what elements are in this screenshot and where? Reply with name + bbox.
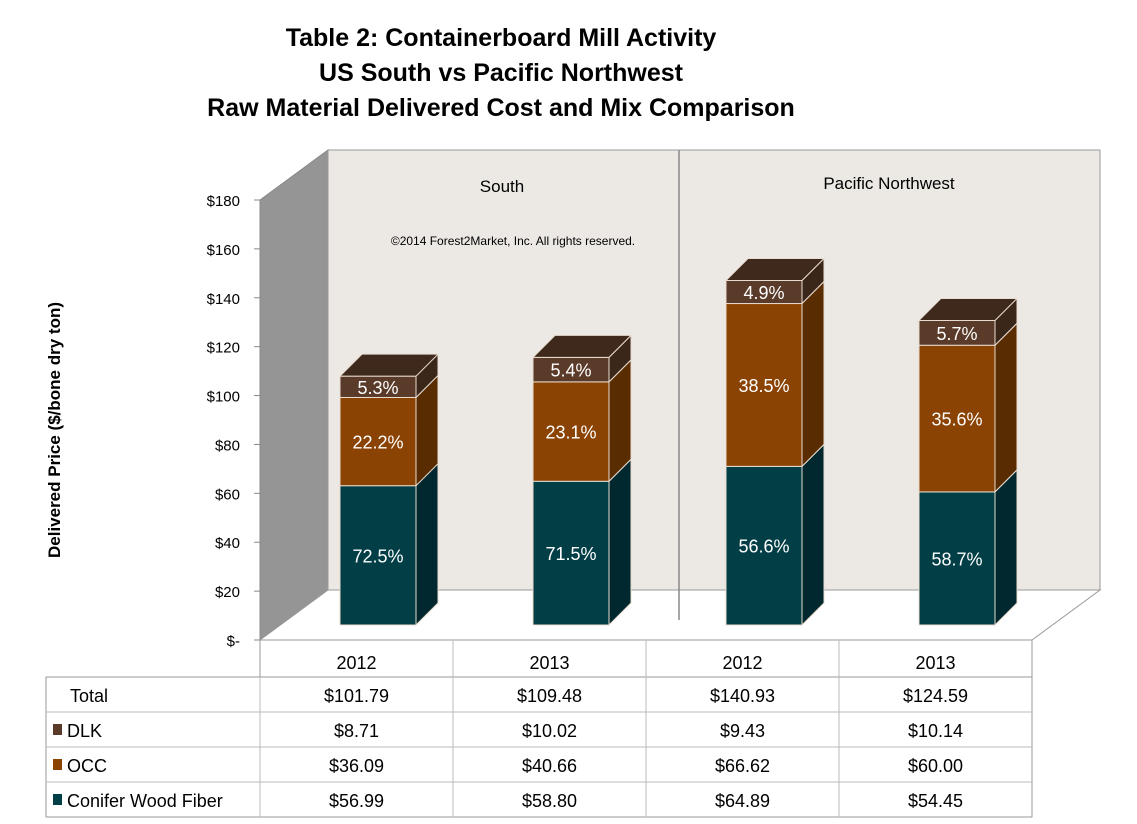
x-category-label: 2012 xyxy=(336,653,376,673)
y-tick-label: $- xyxy=(227,633,240,650)
legend-swatch xyxy=(53,759,62,770)
data-label: 71.5% xyxy=(545,544,596,564)
bar-top xyxy=(917,297,1019,321)
data-label: 35.6% xyxy=(931,410,982,430)
y-axis-label: Delivered Price ($/bone dry ton) xyxy=(45,302,64,559)
bar-segment-conifer-wood-fiber xyxy=(339,485,417,626)
bar-top xyxy=(724,257,826,281)
group-label-south: South xyxy=(480,177,524,196)
y-tick-label: $160 xyxy=(207,242,240,259)
table-cell: $36.09 xyxy=(329,756,384,776)
bar-segment-occ xyxy=(339,396,417,487)
table-cell: $64.89 xyxy=(715,791,770,811)
table-cell: $40.66 xyxy=(522,756,577,776)
x-category-label: 2013 xyxy=(529,653,569,673)
table-cell: $56.99 xyxy=(329,791,384,811)
bar-top xyxy=(338,353,440,377)
y-tick-label: $140 xyxy=(207,291,240,308)
table-cell: $9.43 xyxy=(720,721,765,741)
table-cell: $8.71 xyxy=(334,721,379,741)
table-cell: $109.48 xyxy=(517,686,582,706)
data-label: 58.7% xyxy=(931,549,982,569)
table-row-label: Total xyxy=(70,686,108,706)
table-cell: $58.80 xyxy=(522,791,577,811)
data-label: 23.1% xyxy=(545,423,596,443)
y-tick-label: $120 xyxy=(207,340,240,357)
chart-title-line-3: Raw Material Delivered Cost and Mix Comp… xyxy=(207,94,795,122)
y-tick-label: $40 xyxy=(215,535,240,552)
legend-label: Conifer Wood Fiber xyxy=(67,791,223,811)
bar-side-conifer-wood-fiber xyxy=(608,458,632,627)
y-tick-label: $180 xyxy=(207,193,240,210)
x-category-label: 2012 xyxy=(722,653,762,673)
data-label: 5.4% xyxy=(550,361,591,381)
y-tick-label: $60 xyxy=(215,486,240,503)
data-label: 5.3% xyxy=(357,378,398,398)
bar-side-conifer-wood-fiber xyxy=(994,468,1018,627)
bar-segment-conifer-wood-fiber xyxy=(918,491,996,626)
legend-swatch xyxy=(53,724,62,735)
x-category-label: 2013 xyxy=(915,653,955,673)
legend-label: DLK xyxy=(67,721,102,741)
legend-swatch xyxy=(53,794,62,805)
chart-title-line-1: Table 2: Containerboard Mill Activity xyxy=(285,24,717,52)
table-cell: $10.14 xyxy=(908,721,963,741)
bar-segment-occ xyxy=(725,303,803,467)
bar-segment-dlk xyxy=(918,319,996,346)
group-label-pacific-northwest: Pacific Northwest xyxy=(823,174,955,193)
data-label: 4.9% xyxy=(743,283,784,303)
data-label: 5.7% xyxy=(936,324,977,344)
data-label: 22.2% xyxy=(352,433,403,453)
chart-title-line-2: US South vs Pacific Northwest xyxy=(319,59,683,87)
bar-side-occ xyxy=(801,280,825,468)
side-wall xyxy=(259,149,329,641)
bar-segment-conifer-wood-fiber xyxy=(725,465,803,626)
y-tick-label: $80 xyxy=(215,437,240,454)
bar-side-occ xyxy=(994,322,1018,494)
table-cell: $60.00 xyxy=(908,756,963,776)
legend-label: OCC xyxy=(67,756,107,776)
table-cell: $101.79 xyxy=(324,686,389,706)
y-tick-label: $20 xyxy=(215,584,240,601)
table-cell: $66.62 xyxy=(715,756,770,776)
table-cell: $140.93 xyxy=(710,686,775,706)
data-label: 72.5% xyxy=(352,546,403,566)
bar-side-conifer-wood-fiber xyxy=(415,462,439,627)
bar-side-conifer-wood-fiber xyxy=(801,443,825,627)
data-label: 38.5% xyxy=(738,376,789,396)
y-tick-label: $100 xyxy=(207,389,240,406)
table-cell: $10.02 xyxy=(522,721,577,741)
bar-segment-occ xyxy=(918,344,996,493)
copyright-text: ©2014 Forest2Market, Inc. All rights res… xyxy=(391,234,635,248)
table-cell: $54.45 xyxy=(908,791,963,811)
bar-segment-dlk xyxy=(532,356,610,383)
bar-segment-conifer-wood-fiber xyxy=(532,480,610,626)
bar-top xyxy=(531,334,633,358)
table-cell: $124.59 xyxy=(903,686,968,706)
data-label: 56.6% xyxy=(738,537,789,557)
